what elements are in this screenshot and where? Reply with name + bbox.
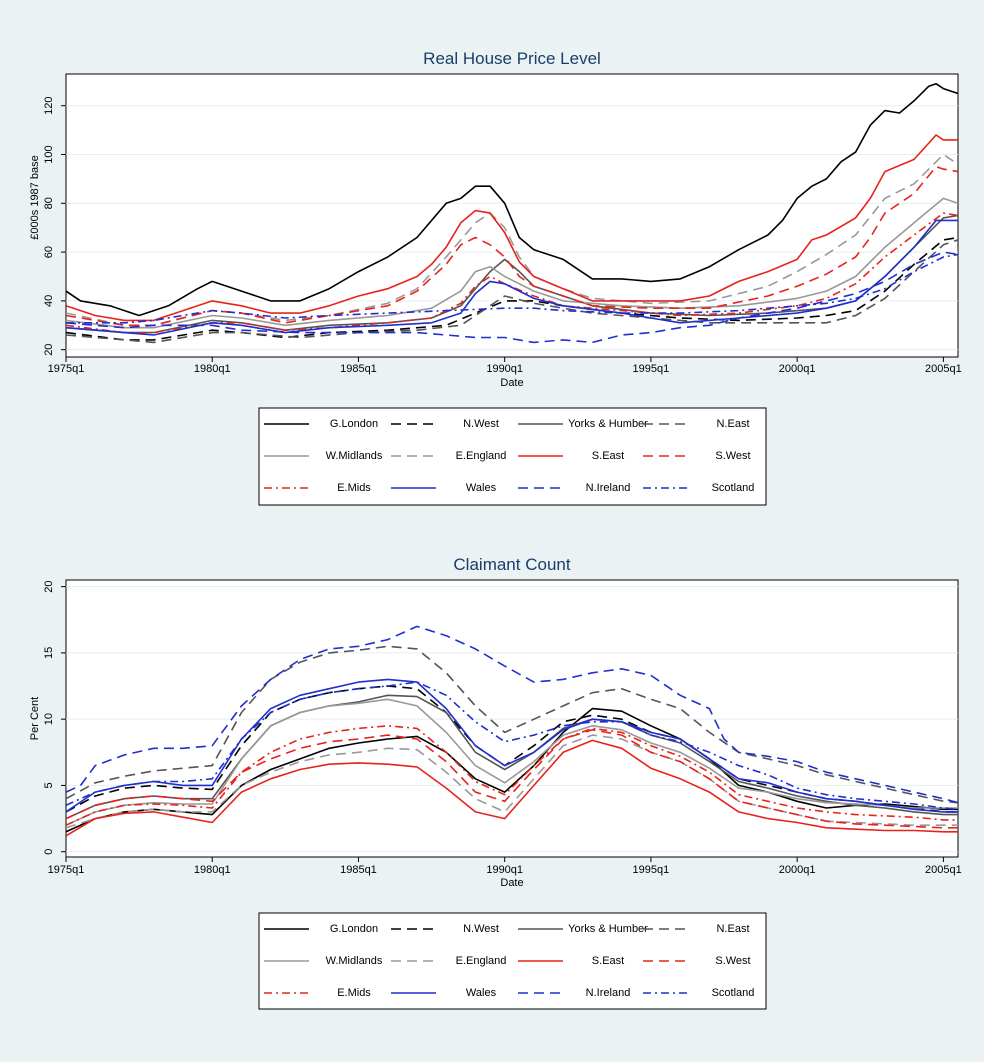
legend-label: S.West [715,955,750,967]
legend-label: N.West [463,923,499,935]
series-line-n-east [66,239,958,344]
series-line-e-mids [66,725,958,826]
legend-label: E.Mids [337,987,371,999]
series-line-s-west [66,729,958,829]
series-line-e-england [66,734,958,829]
legend-label: N.East [716,418,749,430]
legend-label: W.Midlands [326,450,383,462]
legend-label: Yorks & Humber [568,418,648,430]
y-tick-label: 5 [43,782,55,788]
legend-label: S.West [715,450,750,462]
series-line-n-east [66,645,958,804]
legend-label: N.East [716,923,749,935]
series-line-wales [66,219,958,336]
x-tick-label: 1975q1 [48,363,85,375]
legend-label: N.Ireland [586,987,631,999]
legend-label: Wales [466,987,497,999]
chart-title: Real House Price Level [423,49,601,68]
legend-label: S.East [592,450,624,462]
series-line-s-east [66,739,958,837]
legend-label: Scotland [712,482,755,494]
x-tick-label: 1995q1 [633,864,670,876]
legend: G.London N.West Yorks & Humber N.East W.Midl… [258,912,767,1010]
series-line-scotland [66,681,958,811]
legend-label: N.Ireland [586,482,631,494]
x-tick-label: 1980q1 [194,864,231,876]
legend: G.London N.West Yorks & Humber N.East W.Midl… [258,407,767,506]
series-line-yorks-humber [66,694,958,820]
legend-label: Wales [466,482,497,494]
y-axis-label: £000s 1987 base [29,155,41,239]
x-tick-label: 1975q1 [48,864,85,876]
y-tick-label: 40 [43,295,55,307]
y-axis-label: Per Cent [29,697,41,740]
series-line-s-east [66,134,958,322]
series-line-n-west [66,236,958,341]
series-line-w-midlands [66,698,958,826]
x-axis-label: Date [500,377,523,389]
y-tick-label: 60 [43,246,55,258]
y-tick-label: 15 [43,647,55,659]
legend-label: E.England [456,450,507,462]
plot-area [65,579,959,858]
x-tick-label: 1985q1 [340,363,377,375]
y-tick-label: 100 [43,145,55,163]
house-price-chart: Real House Price Level 20 40 60 80 100 120 1975… [29,49,962,506]
plot-area [65,73,959,358]
x-tick-label: 2000q1 [779,363,816,375]
y-tick-label: 20 [43,581,55,593]
x-axis-label: Date [500,877,523,889]
series-line-n-ireland [66,625,958,804]
y-tick-label: 80 [43,197,55,209]
series-line-w-midlands [66,197,958,329]
series-line-g-london [66,83,958,317]
series-line-wales [66,678,958,813]
legend-label: N.West [463,418,499,430]
legend-label: Yorks & Humber [568,923,648,935]
x-tick-label: 2000q1 [779,864,816,876]
series-line-g-london [66,707,958,833]
series-line-n-ireland [66,251,958,344]
legend-label: E.England [456,955,507,967]
y-tick-label: 0 [43,849,55,855]
legend-label: Scotland [712,987,755,999]
x-tick-label: 1995q1 [633,363,670,375]
claimant-count-chart: Claimant Count 0 5 10 15 20 1975q1 1980q1 1985q1… [29,555,962,1010]
y-tick-label: 20 [43,344,55,356]
x-tick-label: 2005q1 [925,864,962,876]
x-tick-label: 1990q1 [486,363,523,375]
y-tick-label: 10 [43,713,55,725]
x-tick-label: 1980q1 [194,363,231,375]
chart-title: Claimant Count [453,555,570,574]
x-tick-label: 1990q1 [486,864,523,876]
x-tick-label: 2005q1 [925,363,962,375]
series-line-s-west [66,165,958,327]
y-tick-label: 120 [43,97,55,115]
legend-label: G.London [330,923,378,935]
legend-label: W.Midlands [326,955,383,967]
legend-label: G.London [330,418,378,430]
legend-label: E.Mids [337,482,371,494]
x-tick-label: 1985q1 [340,864,377,876]
legend-label: S.East [592,955,624,967]
